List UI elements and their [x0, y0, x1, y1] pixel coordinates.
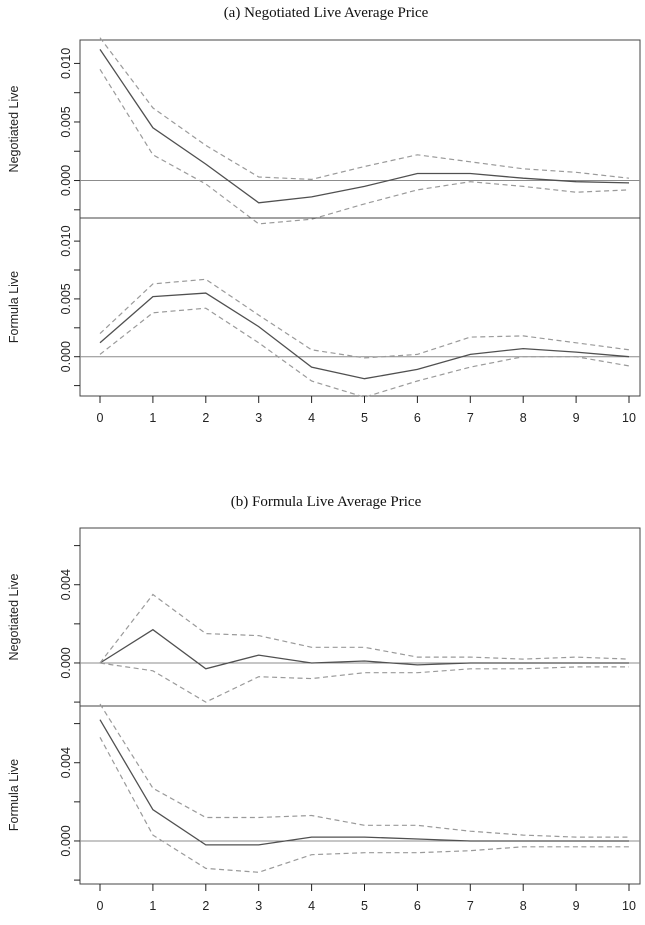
x-tick-label: 9: [573, 899, 580, 913]
x-tick-label: 1: [149, 411, 156, 425]
y-tick-label: 0.005: [59, 106, 73, 137]
x-tick-label: 4: [308, 899, 315, 913]
irf-line: [99, 719, 629, 846]
y-tick-label: 0.010: [59, 48, 73, 79]
y-tick-label: 0.000: [59, 647, 73, 678]
chart-b-title: (b) Formula Live Average Price: [231, 494, 422, 510]
upper-band-line: [99, 593, 630, 664]
chart-a-panel-2: 0.000 0.005 0.010 Formula Live: [7, 217, 641, 398]
x-tick-label: 3: [255, 899, 262, 913]
x-tick-label: 2: [202, 411, 209, 425]
y-axis-label: Formula Live: [7, 271, 21, 343]
panel-frame: [79, 527, 641, 707]
irf-line: [99, 628, 629, 670]
y-axis-label: Negotiated Live: [7, 574, 21, 661]
y-axis-label: Formula Live: [7, 759, 21, 831]
x-tick-label: 6: [414, 411, 421, 425]
upper-band-line: [99, 703, 629, 838]
x-tick-label: 7: [467, 899, 474, 913]
upper-band-line: [99, 278, 630, 359]
x-tick-label: 10: [622, 899, 636, 913]
lower-band-line: [99, 662, 629, 703]
chart-a-title: (a) Negotiated Live Average Price: [224, 5, 429, 21]
panel-frame: [79, 39, 641, 219]
y-tick-label: 0.000: [59, 165, 73, 196]
x-tick-label: 4: [308, 411, 315, 425]
irf-line: [99, 292, 630, 380]
lower-band-line: [99, 737, 629, 873]
y-tick-label: 0.004: [59, 569, 73, 600]
lower-band-line: [99, 307, 630, 398]
chart-a-panel-1: 0.000 0.005 0.010 Negotiated Live: [7, 37, 641, 225]
panel-frame: [79, 217, 641, 397]
chart-b-panel-2: 0.000 0.004 Formula Live: [7, 703, 641, 885]
chart-a: 0.000 0.005 0.010 Negotiated Live 0.000 0.005…: [7, 37, 641, 425]
x-tick-label: 5: [361, 899, 368, 913]
x-tick-label: 0: [97, 899, 104, 913]
y-tick-label: 0.004: [59, 747, 73, 778]
panel-frame: [79, 705, 641, 885]
x-tick-label: 2: [202, 899, 209, 913]
x-tick-label: 1: [149, 899, 156, 913]
chart-b-panel-1: 0.000 0.004 Negotiated Live: [7, 527, 641, 707]
x-tick-label: 9: [573, 411, 580, 425]
upper-band-line: [99, 37, 630, 181]
x-tick-label: 5: [361, 411, 368, 425]
x-tick-label: 7: [467, 411, 474, 425]
x-tick-label: 6: [414, 899, 421, 913]
y-tick-label: 0.010: [59, 225, 73, 256]
y-tick-label: 0.000: [59, 341, 73, 372]
x-tick-label: 0: [97, 411, 104, 425]
y-tick-label: 0.005: [59, 283, 73, 314]
x-tick-label: 10: [622, 411, 636, 425]
x-tick-label: 8: [520, 899, 527, 913]
x-tick-label: 8: [520, 411, 527, 425]
chart-b: 0.000 0.004 Negotiated Live 0.000 0.004 Formu…: [7, 527, 641, 913]
lower-band-line: [99, 68, 630, 225]
x-tick-label: 3: [255, 411, 262, 425]
y-axis-label: Negotiated Live: [7, 86, 21, 173]
y-tick-label: 0.000: [59, 825, 73, 856]
irf-line: [99, 49, 630, 204]
